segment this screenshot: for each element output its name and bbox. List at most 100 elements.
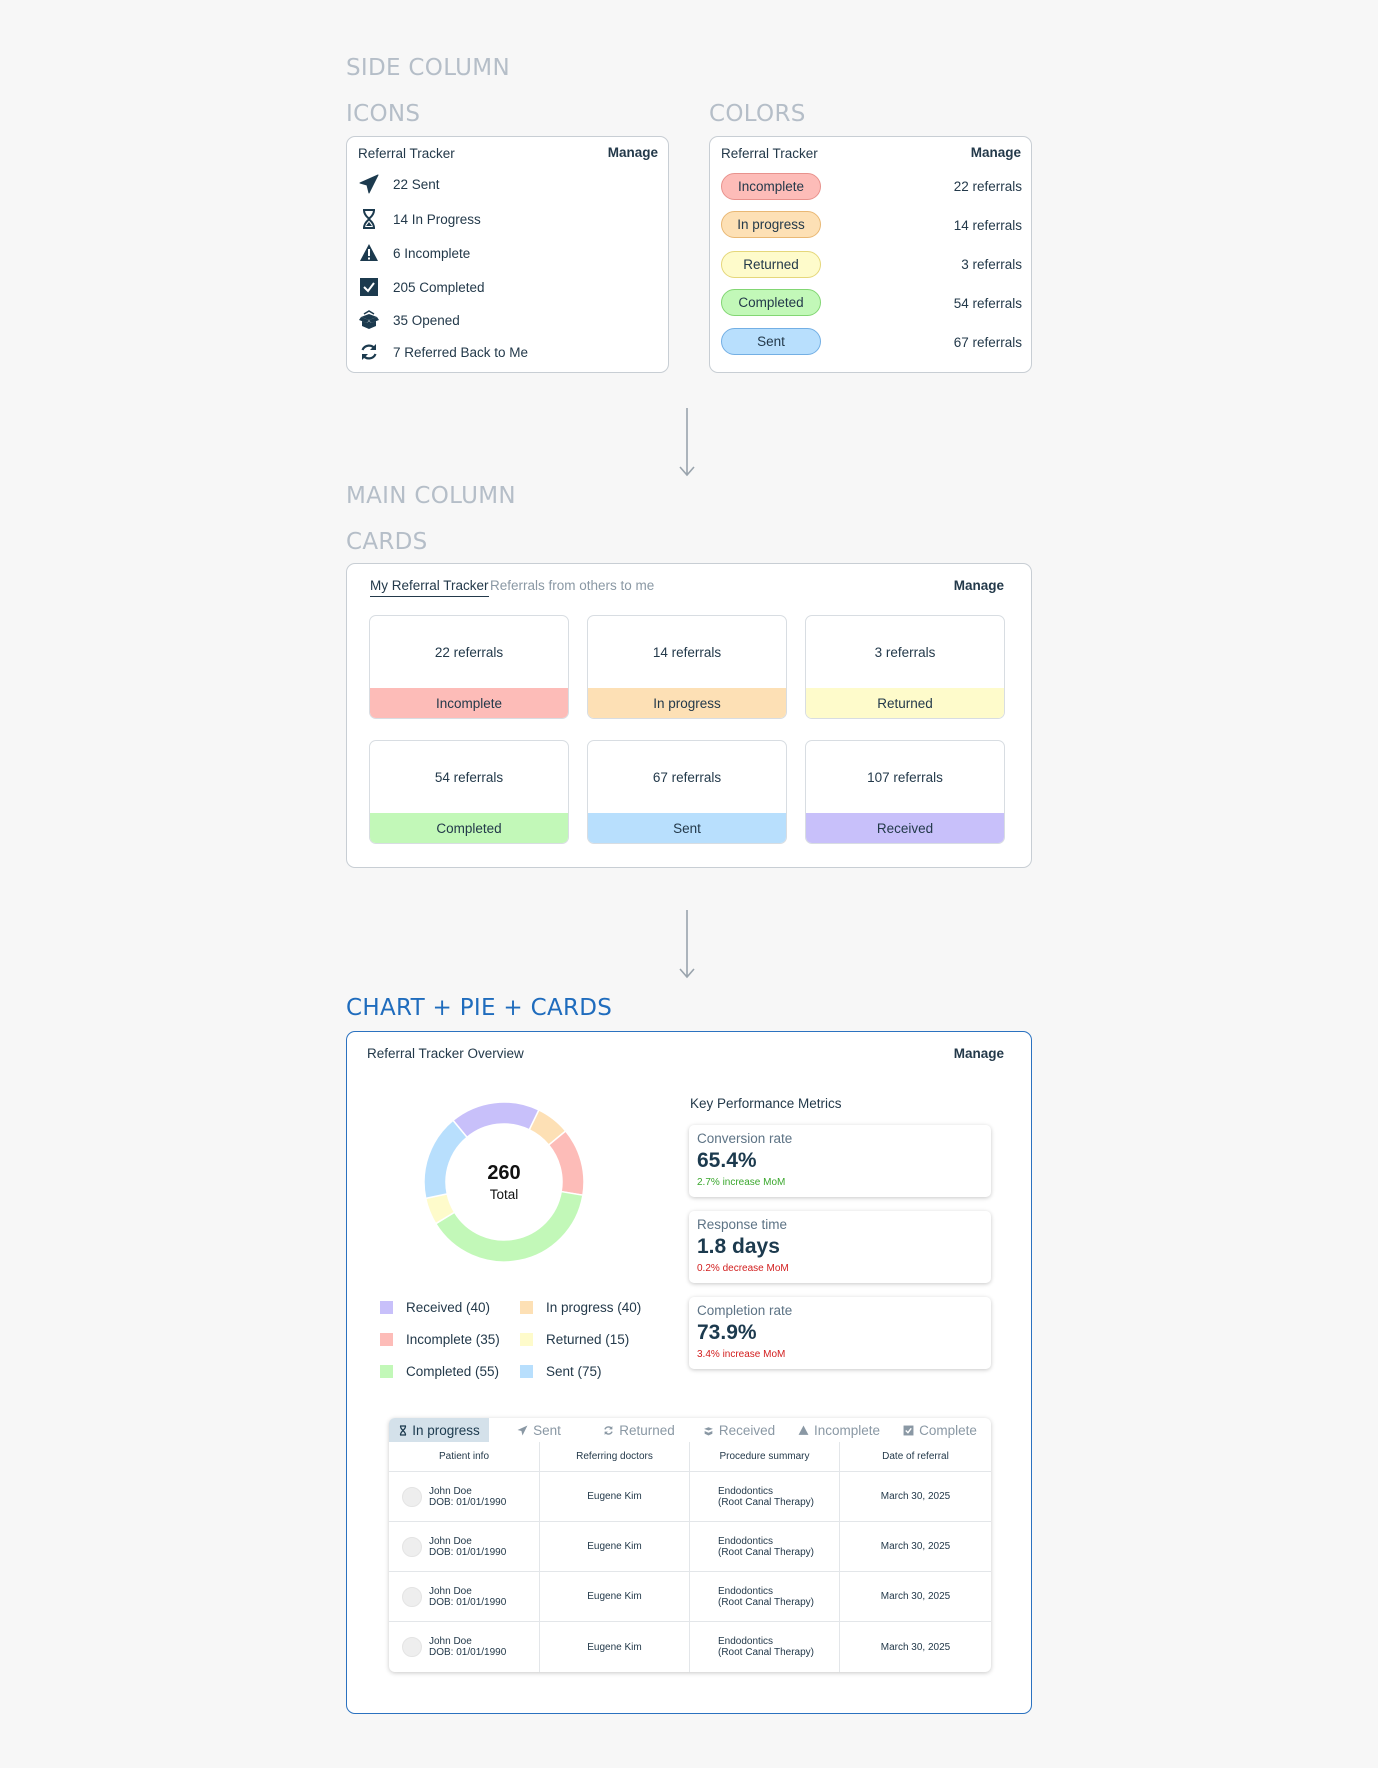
referrals-table: In progress Sent Returned Received Incom… bbox=[389, 1418, 991, 1672]
legend-label: Received (40) bbox=[406, 1300, 491, 1315]
icon-item-completed[interactable]: 205 Completed bbox=[359, 276, 485, 298]
table-tab-label: In progress bbox=[412, 1422, 480, 1438]
tile-received[interactable]: 107 referrals Received bbox=[805, 740, 1005, 844]
down-arrow-icon bbox=[679, 408, 695, 477]
procedure-summary: Endodontics (Root Canal Therapy) bbox=[690, 1572, 840, 1622]
manage-button[interactable]: Manage bbox=[953, 578, 1004, 593]
kpi-value: 73.9% bbox=[697, 1321, 757, 1344]
procedure-detail: (Root Canal Therapy) bbox=[718, 1546, 814, 1558]
table-tab-sent[interactable]: Sent bbox=[489, 1418, 589, 1442]
status-pill-sent[interactable]: Sent bbox=[721, 328, 821, 355]
icons-referral-card: Referral Tracker Manage 22 Sent 14 In Pr… bbox=[346, 136, 669, 373]
open-box-icon bbox=[703, 1426, 713, 1435]
card-title: Referral Tracker bbox=[721, 146, 818, 161]
tile-count: 67 referrals bbox=[652, 770, 722, 785]
patient-dob: DOB: 01/01/1990 bbox=[429, 1496, 507, 1508]
paper-plane-icon bbox=[517, 1425, 528, 1435]
patient-dob: DOB: 01/01/1990 bbox=[429, 1596, 507, 1608]
table-tab-returned[interactable]: Returned bbox=[589, 1418, 689, 1442]
tile-label: Sent bbox=[588, 813, 786, 843]
tile-sent[interactable]: 67 referrals Sent bbox=[587, 740, 787, 844]
kpi-delta: 3.4% increase MoM bbox=[697, 1349, 786, 1360]
avatar bbox=[402, 1536, 422, 1557]
checkbox-icon bbox=[903, 1425, 914, 1435]
tile-count: 14 referrals bbox=[652, 645, 722, 660]
tile-returned[interactable]: 3 referrals Returned bbox=[805, 615, 1005, 719]
icon-item-label: 14 In Progress bbox=[393, 211, 481, 227]
warning-icon bbox=[360, 244, 378, 261]
status-pill-incomplete[interactable]: Incomplete bbox=[721, 173, 821, 200]
referring-doctor: Eugene Kim bbox=[540, 1622, 690, 1672]
icon-item-in-progress[interactable]: 14 In Progress bbox=[359, 208, 481, 230]
referring-doctor: Eugene Kim bbox=[540, 1522, 690, 1572]
donut-chart bbox=[423, 1101, 585, 1263]
donut-slice-sent[interactable] bbox=[423, 1119, 469, 1200]
donut-slice-completed[interactable] bbox=[434, 1190, 584, 1263]
patient-name: John Doe bbox=[429, 1535, 472, 1547]
procedure-summary: Endodontics (Root Canal Therapy) bbox=[690, 1622, 840, 1672]
patient-dob: DOB: 01/01/1990 bbox=[429, 1546, 507, 1558]
down-arrow-icon bbox=[679, 910, 695, 979]
table-tab-received[interactable]: Received bbox=[689, 1418, 789, 1442]
status-count: 3 referrals bbox=[961, 257, 1022, 272]
legend-label: In progress (40) bbox=[546, 1300, 642, 1315]
legend-sent: Sent (75) bbox=[520, 1364, 602, 1379]
section-cards: CARDS bbox=[346, 529, 428, 555]
table-tab-complete[interactable]: Complete bbox=[889, 1418, 991, 1442]
status-pill-returned[interactable]: Returned bbox=[721, 251, 821, 278]
donut-slice-received[interactable] bbox=[451, 1101, 540, 1139]
table-tab-incomplete[interactable]: Incomplete bbox=[789, 1418, 889, 1442]
patient-name: John Doe bbox=[429, 1585, 472, 1597]
icon-item-label: 6 Incomplete bbox=[393, 245, 471, 261]
icon-item-referred-back[interactable]: 7 Referred Back to Me bbox=[359, 341, 528, 363]
procedure-detail: (Root Canal Therapy) bbox=[718, 1647, 814, 1658]
icon-item-sent[interactable]: 22 Sent bbox=[359, 173, 440, 195]
tile-label: Incomplete bbox=[370, 688, 568, 718]
manage-button[interactable]: Manage bbox=[970, 145, 1021, 160]
section-side-column: SIDE COLUMN bbox=[346, 55, 510, 81]
legend-returned: Returned (15) bbox=[520, 1332, 629, 1347]
tile-incomplete[interactable]: 22 referrals Incomplete bbox=[369, 615, 569, 719]
referral-date: March 30, 2025 bbox=[880, 1641, 951, 1653]
tile-label: Received bbox=[806, 813, 1004, 843]
kpi-value: 65.4% bbox=[697, 1149, 757, 1172]
status-pill-in-progress[interactable]: In progress bbox=[721, 211, 821, 238]
table-tab-in-progress[interactable]: In progress bbox=[389, 1418, 489, 1442]
status-pill-completed[interactable]: Completed bbox=[721, 289, 821, 316]
legend-label: Returned (15) bbox=[546, 1332, 630, 1347]
main-referral-card: My Referral Tracker Referrals from other… bbox=[346, 563, 1032, 868]
icon-item-incomplete[interactable]: 6 Incomplete bbox=[359, 242, 470, 264]
legend-swatch bbox=[380, 1301, 393, 1314]
manage-button[interactable]: Manage bbox=[607, 145, 658, 160]
tile-completed[interactable]: 54 referrals Completed bbox=[369, 740, 569, 844]
avatar bbox=[402, 1486, 422, 1507]
donut-slice-incomplete[interactable] bbox=[547, 1129, 585, 1197]
legend-incomplete: Incomplete (35) bbox=[380, 1332, 500, 1347]
patient-name: John Doe bbox=[429, 1636, 472, 1647]
manage-button[interactable]: Manage bbox=[953, 1046, 1004, 1061]
icon-item-label: 7 Referred Back to Me bbox=[393, 344, 529, 360]
checkbox-icon bbox=[360, 278, 378, 296]
open-box-icon bbox=[359, 310, 379, 329]
tab-my-referral-tracker[interactable]: My Referral Tracker bbox=[370, 578, 489, 597]
kpi-delta: 0.2% decrease MoM bbox=[697, 1263, 789, 1274]
referring-doctor: Eugene Kim bbox=[540, 1572, 690, 1622]
legend-swatch bbox=[380, 1333, 393, 1346]
table-row[interactable]: John Doe DOB: 01/01/1990 bbox=[389, 1472, 540, 1522]
legend-swatch bbox=[380, 1365, 393, 1378]
tab-referrals-from-others[interactable]: Referrals from others to me bbox=[490, 578, 655, 593]
status-count: 54 referrals bbox=[953, 296, 1022, 311]
column-header: Referring doctors bbox=[540, 1442, 690, 1472]
tile-in-progress[interactable]: 14 referrals In progress bbox=[587, 615, 787, 719]
table-row[interactable]: John Doe DOB: 01/01/1990 bbox=[389, 1522, 540, 1572]
table-row[interactable]: John Doe DOB: 01/01/1990 bbox=[389, 1622, 540, 1672]
tile-count: 107 referrals bbox=[867, 770, 943, 785]
donut-total: 260 bbox=[487, 1162, 521, 1184]
avatar bbox=[402, 1586, 422, 1607]
procedure-name: Endodontics bbox=[718, 1636, 774, 1647]
procedure-name: Endodontics bbox=[718, 1585, 774, 1597]
procedure-summary: Endodontics (Root Canal Therapy) bbox=[690, 1522, 840, 1572]
table-row[interactable]: John Doe DOB: 01/01/1990 bbox=[389, 1572, 540, 1622]
icon-item-opened[interactable]: 35 Opened bbox=[359, 309, 460, 331]
donut-total-label: Total bbox=[489, 1187, 519, 1202]
